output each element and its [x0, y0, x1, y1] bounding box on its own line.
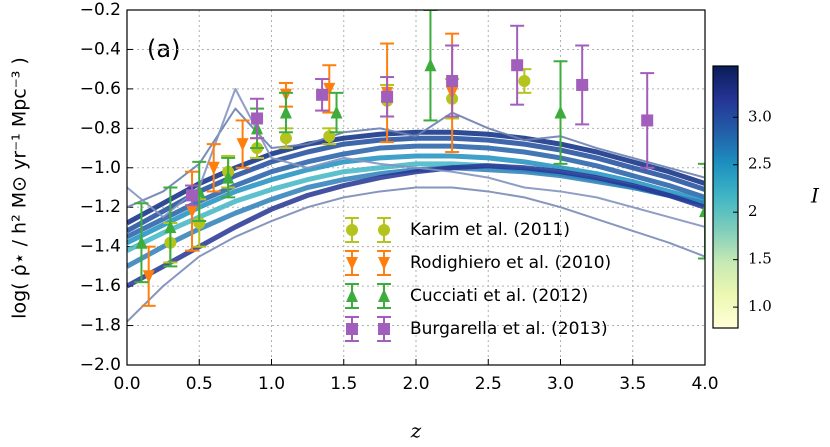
legend-label: Karim et al. (2011) — [410, 220, 570, 240]
legend-label: Burgarella et al. (2013) — [410, 319, 608, 339]
colorbar-label: I — [810, 184, 820, 208]
legend-marker — [378, 224, 390, 236]
marker — [207, 161, 220, 175]
model-line — [127, 135, 705, 234]
marker — [251, 112, 264, 125]
marker — [699, 204, 705, 218]
marker — [323, 82, 336, 96]
marker — [316, 88, 329, 101]
marker — [142, 270, 155, 284]
marker — [518, 75, 531, 87]
colorbar-tick-label: 2.5 — [748, 155, 772, 173]
marker — [446, 75, 459, 87]
x-tick-label: 0.0 — [113, 374, 140, 394]
legend-marker — [346, 257, 358, 270]
y-tick-label: −1.2 — [80, 197, 121, 217]
x-tick-label: 2.0 — [402, 374, 429, 394]
y-tick-label: −1.4 — [80, 237, 121, 257]
model-line — [127, 143, 705, 240]
y-tick-label: −0.4 — [80, 39, 121, 59]
marker — [511, 59, 524, 72]
y-tick-label: −0.6 — [80, 79, 121, 99]
x-tick-label: 2.5 — [475, 374, 502, 394]
legend-marker — [378, 323, 390, 335]
colorbar — [712, 65, 739, 329]
marker — [554, 105, 567, 119]
colorbar-tick-label: 1.0 — [748, 297, 772, 315]
marker — [381, 90, 394, 103]
x-axis-label: z — [410, 419, 422, 443]
x-tick-label: 3.0 — [547, 374, 574, 394]
legend-marker — [346, 224, 358, 236]
model-line — [127, 107, 705, 209]
colorbar-tick-label: 3.0 — [748, 107, 772, 125]
plot — [127, 10, 705, 323]
legend-marker — [346, 323, 358, 335]
legend-marker — [378, 257, 390, 270]
legend-label: Rodighiero et al. (2010) — [410, 253, 611, 273]
y-tick-label: −0.8 — [80, 118, 121, 138]
legend-marker — [346, 289, 358, 302]
x-tick-label: 0.5 — [186, 374, 213, 394]
marker — [236, 138, 249, 152]
marker — [164, 219, 177, 233]
y-tick-label: −1.8 — [80, 316, 121, 336]
y-tick-label: −2.0 — [80, 355, 121, 375]
model-line — [127, 186, 705, 323]
marker — [279, 105, 292, 119]
legend-marker — [378, 289, 390, 302]
marker — [330, 105, 343, 119]
y-tick-label: −0.2 — [80, 0, 121, 20]
x-tick-label: 1.5 — [330, 374, 357, 394]
marker — [424, 58, 437, 72]
x-tick-label: 4.0 — [691, 374, 718, 394]
y-tick-label: −1.0 — [80, 158, 121, 178]
y-tick-label: −1.6 — [80, 276, 121, 296]
colorbar-tick-label: 2 — [748, 202, 758, 220]
x-tick-label: 1.0 — [258, 374, 285, 394]
x-tick-label: 3.5 — [619, 374, 646, 394]
marker — [279, 132, 292, 145]
model-line — [127, 163, 705, 289]
marker — [222, 170, 235, 184]
marker — [186, 205, 199, 219]
y-axis-label: log( ρ̇⋆ / h² M⊙ yr⁻¹ Mpc⁻³ ) — [9, 57, 31, 319]
marker — [576, 78, 589, 91]
marker — [193, 217, 206, 229]
marker — [135, 235, 148, 249]
plot-frame — [126, 9, 706, 366]
error-bar — [698, 162, 705, 260]
model-line — [127, 87, 705, 228]
marker — [186, 189, 199, 202]
legend-label: Cucciati et al. (2012) — [410, 286, 588, 306]
colorbar-tick-label: 1.5 — [748, 250, 772, 268]
marker — [641, 114, 654, 127]
